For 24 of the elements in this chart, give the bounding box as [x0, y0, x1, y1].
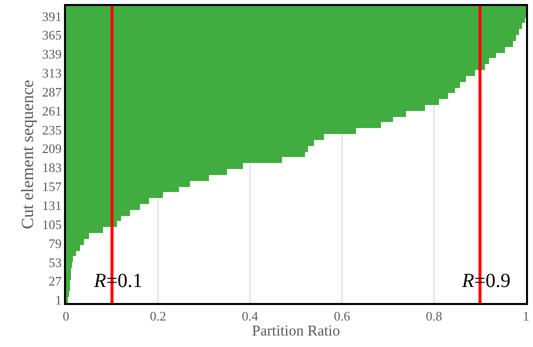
y-axis-title: Cut element sequence	[18, 80, 38, 230]
x-tick-label: 0	[62, 308, 70, 324]
y-tick-label: 1	[55, 292, 62, 308]
y-tick-label: 209	[42, 141, 62, 156]
y-tick-label: 261	[42, 103, 62, 118]
y-tick-label: 27	[48, 274, 62, 289]
y-tick-label: 313	[42, 66, 62, 81]
x-tick-label: 0.8	[426, 308, 442, 324]
x-tick-label: 0.4	[242, 308, 259, 324]
y-tick-label: 287	[42, 84, 62, 100]
y-tick-label: 391	[42, 8, 62, 24]
x-tick-label: 1	[522, 308, 530, 324]
y-tick-label: 79	[48, 236, 62, 251]
y-tick-label: 157	[42, 179, 62, 194]
y-tick-label: 131	[42, 198, 62, 214]
x-tick-label: 0.6	[334, 308, 351, 324]
y-tick-label: 235	[42, 122, 62, 138]
y-tick-label: 183	[42, 160, 62, 176]
y-tick-label: 365	[42, 28, 62, 43]
y-tick-label: 339	[42, 46, 62, 62]
x-tick-label: 0.2	[150, 308, 166, 324]
y-tick-label: 53	[48, 254, 62, 270]
x-axis-title: Partition Ratio	[252, 323, 340, 340]
y-tick-label: 105	[42, 216, 62, 232]
